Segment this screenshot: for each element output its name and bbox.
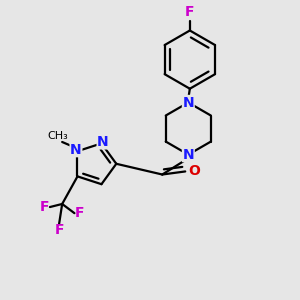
Text: N: N (70, 142, 82, 157)
Text: F: F (40, 200, 49, 214)
Text: F: F (185, 5, 195, 19)
Text: F: F (75, 206, 85, 220)
Text: CH₃: CH₃ (47, 131, 68, 142)
Text: N: N (182, 148, 194, 162)
Text: F: F (54, 223, 64, 237)
Text: O: O (188, 164, 200, 178)
Text: N: N (97, 135, 109, 149)
Text: N: N (182, 95, 194, 110)
